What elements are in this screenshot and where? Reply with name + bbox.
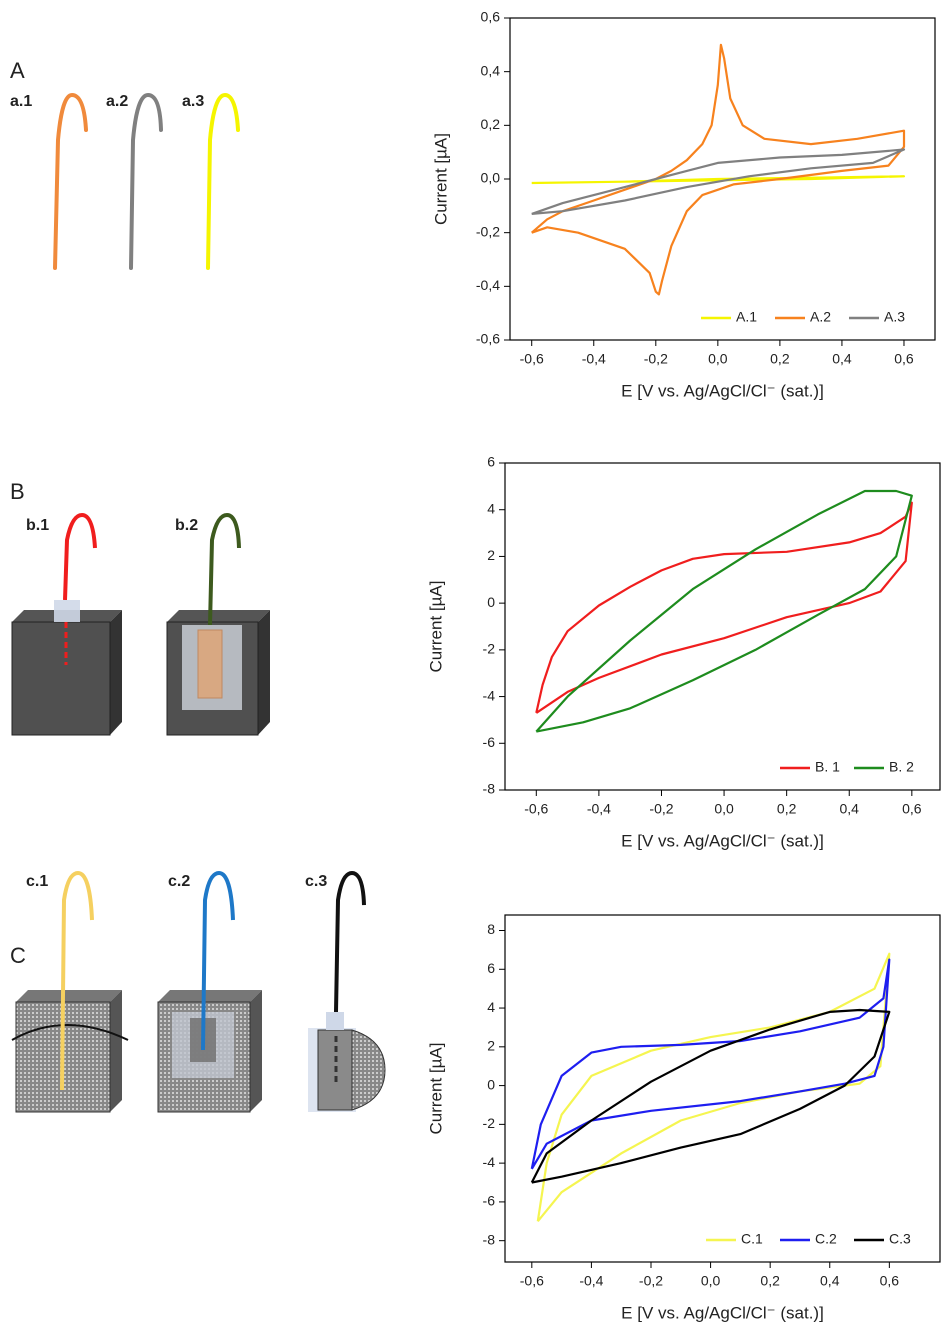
x-axis-label: E [V vs. Ag/AgCl/Cl⁻ (sat.)] [621,831,824,850]
y-tick-label: 4 [487,500,495,516]
legend-label: A.3 [884,309,905,325]
y-tick-label: 8 [487,921,495,937]
y-tick-label: -6 [483,734,496,750]
y-tick-label: 6 [487,454,495,470]
y-tick-label: 0,4 [481,62,501,78]
x-tick-label: 0,2 [777,801,797,817]
panel-label: A [10,58,25,83]
x-tick-label: 0,2 [760,1273,780,1289]
legend-label: C.2 [815,1231,837,1247]
y-tick-label: 6 [487,960,495,976]
series-line [535,489,913,733]
item-label: b.1 [26,517,49,534]
x-tick-label: 0,2 [770,351,790,367]
series-line [536,952,891,1222]
y-tick-label: 0,0 [481,170,501,186]
item-label: b.2 [175,517,198,534]
panel-label: C [10,943,26,968]
y-tick-label: -4 [483,1154,496,1170]
x-tick-label: 0,0 [701,1273,721,1289]
y-tick-label: -0,4 [476,277,500,293]
y-tick-label: -0,2 [476,223,500,239]
x-tick-label: -0,2 [644,351,668,367]
item-label: a.1 [10,93,32,110]
y-tick-label: -0,6 [476,331,500,347]
series-line [531,175,906,185]
legend-label: A.2 [810,309,831,325]
x-tick-label: 0,6 [902,801,922,817]
x-tick-label: 0,0 [714,801,734,817]
x-tick-label: -0,4 [579,1273,603,1289]
y-tick-label: 0 [487,1076,495,1092]
y-tick-label: -2 [483,1115,496,1131]
series-line [530,43,906,296]
x-tick-label: 0,6 [880,1273,900,1289]
y-tick-label: -8 [483,781,496,797]
panel-c-drawing [11,870,386,1113]
legend-label: C.3 [889,1231,911,1247]
plot-frame [504,914,941,1263]
series-line [530,958,891,1170]
x-tick-label: -0,6 [520,1273,544,1289]
y-tick-label: 0 [487,594,495,610]
x-tick-label: 0,4 [840,801,860,817]
y-tick-label: 2 [487,547,495,563]
y-axis-label: Current [µA] [431,133,450,225]
legend-label: B. 1 [815,759,840,775]
y-tick-label: 0,6 [481,9,501,25]
item-label: c.3 [305,873,327,890]
panel-label: B [10,479,25,504]
x-tick-label: -0,6 [520,351,544,367]
plot-frame [504,462,941,791]
x-axis-label: E [V vs. Ag/AgCl/Cl⁻ (sat.)] [621,1303,824,1322]
y-tick-label: 2 [487,1038,495,1054]
x-tick-label: -0,2 [649,801,673,817]
series-line [530,1008,891,1184]
series-line [535,501,913,714]
panel-a-drawing [53,92,240,270]
x-tick-label: -0,4 [587,801,611,817]
y-tick-label: -4 [483,687,496,703]
x-axis-label: E [V vs. Ag/AgCl/Cl⁻ (sat.)] [621,381,824,400]
x-tick-label: 0,4 [832,351,852,367]
item-label: c.1 [26,873,48,890]
y-axis-label: Current [µA] [426,1043,445,1135]
x-tick-label: -0,4 [582,351,606,367]
item-label: c.2 [168,873,190,890]
x-tick-label: 0,6 [894,351,914,367]
y-tick-label: -8 [483,1231,496,1247]
legend-label: C.1 [741,1231,763,1247]
legend-label: B. 2 [889,759,914,775]
series-line [531,148,906,215]
y-tick-label: -6 [483,1193,496,1209]
x-tick-label: -0,6 [524,801,548,817]
y-axis-label: Current [µA] [426,581,445,673]
item-label: a.3 [182,93,204,110]
panel-b-drawing [11,512,270,736]
x-tick-label: -0,2 [639,1273,663,1289]
x-tick-label: 0,4 [820,1273,840,1289]
item-label: a.2 [106,93,128,110]
y-tick-label: 0,2 [481,116,501,132]
legend-label: A.1 [736,309,757,325]
y-tick-label: 4 [487,999,495,1015]
y-tick-label: -2 [483,641,496,657]
x-tick-label: 0,0 [708,351,728,367]
